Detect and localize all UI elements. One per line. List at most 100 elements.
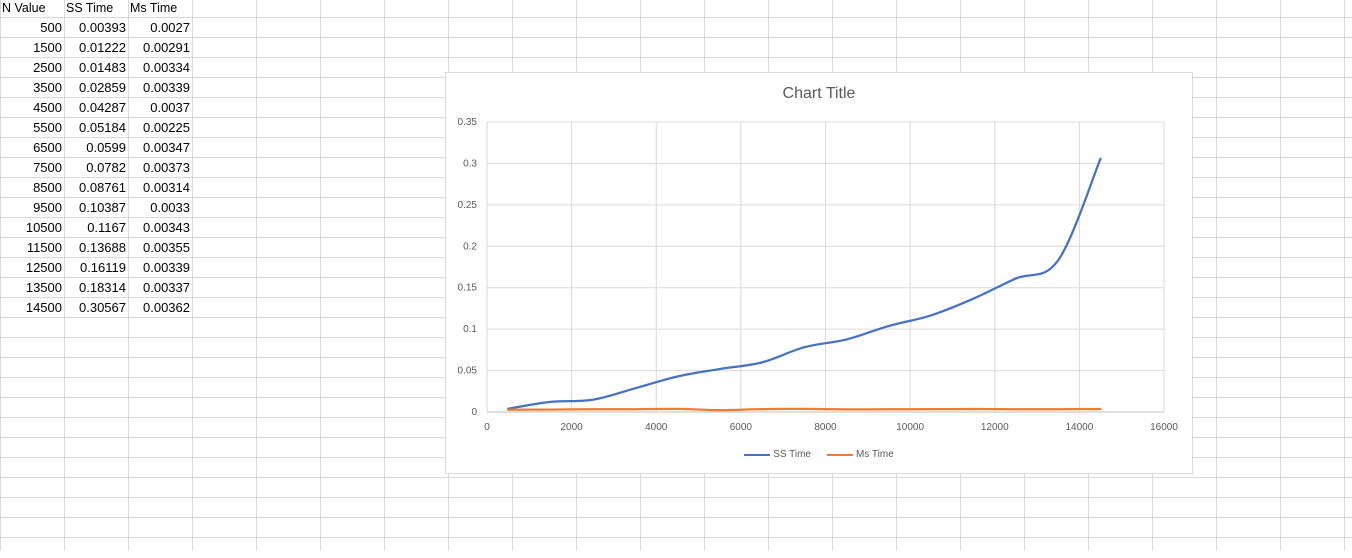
empty-cell[interactable] xyxy=(256,538,320,558)
empty-cell[interactable] xyxy=(256,218,320,238)
empty-cell[interactable] xyxy=(256,438,320,458)
table-cell[interactable]: 9500 xyxy=(33,200,62,215)
empty-cell[interactable] xyxy=(1216,58,1280,78)
empty-cell[interactable] xyxy=(320,378,384,398)
empty-cell[interactable] xyxy=(1280,438,1344,458)
table-cell[interactable]: 2500 xyxy=(33,60,62,75)
empty-cell[interactable] xyxy=(960,0,1024,18)
empty-cell[interactable] xyxy=(1152,38,1216,58)
empty-cell[interactable] xyxy=(192,398,256,418)
empty-cell[interactable] xyxy=(704,538,768,558)
empty-cell[interactable] xyxy=(256,398,320,418)
empty-cell[interactable] xyxy=(0,498,64,518)
empty-cell[interactable] xyxy=(384,498,448,518)
empty-cell[interactable] xyxy=(1280,198,1344,218)
empty-cell[interactable] xyxy=(960,538,1024,558)
empty-cell[interactable] xyxy=(384,378,448,398)
empty-cell[interactable] xyxy=(1216,178,1280,198)
table-cell[interactable]: 5500 xyxy=(33,120,62,135)
empty-cell[interactable] xyxy=(896,18,960,38)
table-cell[interactable]: 12500 xyxy=(25,260,62,275)
empty-cell[interactable] xyxy=(384,0,448,18)
empty-cell[interactable] xyxy=(384,118,448,138)
empty-cell[interactable] xyxy=(384,338,448,358)
empty-cell[interactable] xyxy=(192,98,256,118)
table-cell[interactable]: 0.0037 xyxy=(150,100,190,115)
table-cell[interactable]: 0.00347 xyxy=(143,140,190,155)
empty-cell[interactable] xyxy=(64,418,128,438)
table-cell[interactable]: 0.04287 xyxy=(79,100,126,115)
empty-cell[interactable] xyxy=(384,258,448,278)
empty-cell[interactable] xyxy=(1024,498,1088,518)
empty-cell[interactable] xyxy=(192,18,256,38)
empty-cell[interactable] xyxy=(1216,358,1280,378)
empty-cell[interactable] xyxy=(576,498,640,518)
empty-cell[interactable] xyxy=(192,358,256,378)
empty-cell[interactable] xyxy=(320,78,384,98)
empty-cell[interactable] xyxy=(192,538,256,558)
empty-cell[interactable] xyxy=(256,458,320,478)
empty-cell[interactable] xyxy=(448,518,512,538)
empty-cell[interactable] xyxy=(1088,518,1152,538)
empty-cell[interactable] xyxy=(1088,38,1152,58)
empty-cell[interactable] xyxy=(320,218,384,238)
table-cell[interactable]: 0.00362 xyxy=(143,300,190,315)
empty-cell[interactable] xyxy=(384,78,448,98)
empty-cell[interactable] xyxy=(640,38,704,58)
empty-cell[interactable] xyxy=(384,238,448,258)
empty-cell[interactable] xyxy=(0,338,64,358)
empty-cell[interactable] xyxy=(1216,38,1280,58)
empty-cell[interactable] xyxy=(384,18,448,38)
empty-cell[interactable] xyxy=(1216,438,1280,458)
empty-cell[interactable] xyxy=(0,418,64,438)
table-cell[interactable]: 0.16119 xyxy=(79,260,126,275)
table-cell[interactable]: 8500 xyxy=(33,180,62,195)
empty-cell[interactable] xyxy=(192,198,256,218)
empty-cell[interactable] xyxy=(256,258,320,278)
empty-cell[interactable] xyxy=(256,498,320,518)
empty-cell[interactable] xyxy=(1216,98,1280,118)
table-cell[interactable]: 1500 xyxy=(33,40,62,55)
empty-cell[interactable] xyxy=(128,378,192,398)
table-cell[interactable]: 0.00337 xyxy=(143,280,190,295)
empty-cell[interactable] xyxy=(256,378,320,398)
empty-cell[interactable] xyxy=(512,0,576,18)
empty-cell[interactable] xyxy=(320,278,384,298)
empty-cell[interactable] xyxy=(1216,18,1280,38)
empty-cell[interactable] xyxy=(256,358,320,378)
empty-cell[interactable] xyxy=(192,498,256,518)
table-cell[interactable]: 7500 xyxy=(33,160,62,175)
empty-cell[interactable] xyxy=(1216,158,1280,178)
empty-cell[interactable] xyxy=(256,338,320,358)
empty-cell[interactable] xyxy=(0,518,64,538)
empty-cell[interactable] xyxy=(384,318,448,338)
empty-cell[interactable] xyxy=(320,458,384,478)
empty-cell[interactable] xyxy=(64,358,128,378)
empty-cell[interactable] xyxy=(768,478,832,498)
empty-cell[interactable] xyxy=(256,58,320,78)
table-cell[interactable]: 0.00355 xyxy=(143,240,190,255)
empty-cell[interactable] xyxy=(512,518,576,538)
empty-cell[interactable] xyxy=(384,458,448,478)
table-cell[interactable]: 0.00225 xyxy=(143,120,190,135)
chart-legend[interactable]: SS Time Ms Time xyxy=(446,449,1192,460)
empty-cell[interactable] xyxy=(128,418,192,438)
table-cell[interactable]: 0.18314 xyxy=(79,280,126,295)
empty-cell[interactable] xyxy=(384,178,448,198)
empty-cell[interactable] xyxy=(512,38,576,58)
empty-cell[interactable] xyxy=(384,418,448,438)
empty-cell[interactable] xyxy=(320,158,384,178)
empty-cell[interactable] xyxy=(1280,158,1344,178)
empty-cell[interactable] xyxy=(1216,298,1280,318)
empty-cell[interactable] xyxy=(192,218,256,238)
table-cell[interactable]: 0.00343 xyxy=(143,220,190,235)
empty-cell[interactable] xyxy=(1280,338,1344,358)
table-cell[interactable]: 0.1167 xyxy=(87,220,126,235)
empty-cell[interactable] xyxy=(1280,378,1344,398)
empty-cell[interactable] xyxy=(1152,18,1216,38)
empty-cell[interactable] xyxy=(128,438,192,458)
empty-cell[interactable] xyxy=(192,278,256,298)
empty-cell[interactable] xyxy=(256,118,320,138)
empty-cell[interactable] xyxy=(320,0,384,18)
empty-cell[interactable] xyxy=(1280,58,1344,78)
